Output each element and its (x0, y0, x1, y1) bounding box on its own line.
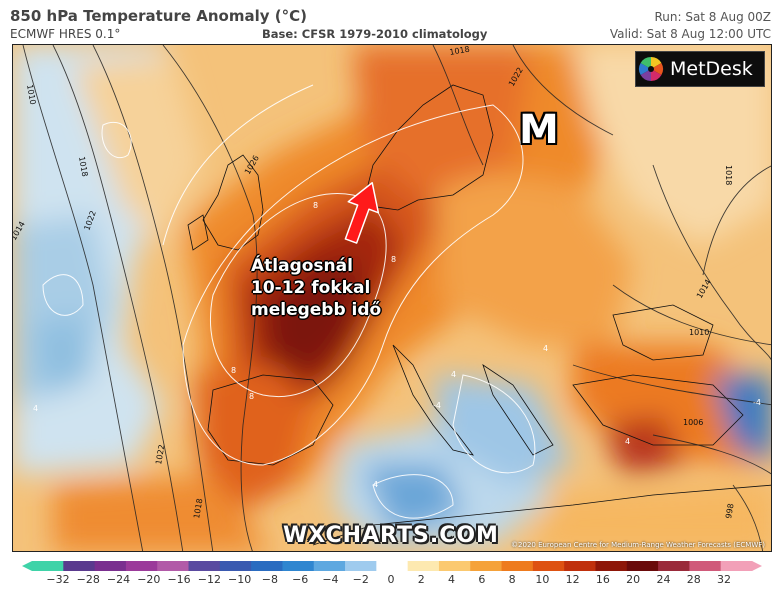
colorbar-segments (22, 561, 762, 571)
map-marker-label: M (519, 107, 559, 153)
model-label: ECMWF HRES 0.1° (10, 27, 121, 41)
colorbar-tick-label: −2 (352, 573, 369, 586)
colorbar-segment (282, 561, 315, 571)
colorbar-tick-label: −10 (228, 573, 252, 586)
watermark: WXCHARTS.COM (283, 523, 499, 548)
colorbar-right-arrow (752, 561, 762, 571)
run-time-label: Run: Sat 8 Aug 00Z (654, 10, 771, 24)
colorbar-segment (125, 561, 158, 571)
colorbar-segment (438, 561, 471, 571)
map-canvas: 1010 1018 1014 1022 1026 1018 1022 1018 … (13, 45, 771, 551)
colorbar-tick-label: −4 (322, 573, 339, 586)
annotation-line: Átlagosnál (251, 256, 353, 276)
colorbar-left-arrow (22, 561, 32, 571)
colorbar-segment (94, 561, 127, 571)
colorbar-tick-label: 28 (686, 573, 701, 586)
anomaly-label: 8 (231, 366, 236, 375)
anomaly-label: 8 (249, 392, 254, 401)
colorbar-segment (63, 561, 96, 571)
colorbar-tick-label: 12 (565, 573, 580, 586)
isobar-label: 1010 (689, 328, 709, 337)
annotation-text: Átlagosnál 10-12 fokkal melegebb idő (251, 255, 381, 321)
anomaly-shading (13, 45, 771, 551)
colorbar-segment (532, 561, 565, 571)
colorbar-segment (32, 561, 64, 571)
colorbar-segment (626, 561, 659, 571)
colorbar-tick-label: −16 (167, 573, 191, 586)
anomaly-label: 8 (313, 201, 318, 210)
colorbar-segment (470, 561, 503, 571)
valid-time-label: Valid: Sat 8 Aug 12:00 UTC (609, 27, 771, 41)
colorbar-segment (345, 561, 377, 571)
colorbar-segment (564, 561, 596, 571)
colorbar-segment (157, 561, 190, 571)
anomaly-label: 4 (33, 404, 38, 413)
metdesk-logo-icon (638, 56, 664, 81)
colorbar-segment (251, 561, 283, 571)
colorbar-tick-label: 2 (417, 573, 425, 586)
colorbar-segment (407, 561, 440, 571)
colorbar-tick-label: −12 (197, 573, 221, 586)
colorbar (22, 561, 762, 571)
anomaly-label-layer: 8 8 8 4 4 4 4 8 4 -4 -4 (33, 201, 761, 489)
colorbar-tick-label: 16 (595, 573, 610, 586)
anomaly-label: 4 (625, 437, 630, 446)
colorbar-ticks: −32 −28 −24 −20 −16 −12 −10 −8 −6 −4 −2 0 2 4 6 8 10 12 16… (0, 573, 783, 589)
anomaly-label: 4 (451, 370, 456, 379)
isobar-label: 1010 (25, 84, 37, 106)
metdesk-logo: MetDesk (635, 51, 765, 87)
colorbar-tick-label: 8 (508, 573, 516, 586)
colorbar-segment (501, 561, 534, 571)
chart-title: 850 hPa Temperature Anomaly (°C) (10, 7, 307, 25)
anomaly-label: 8 (391, 255, 396, 264)
colorbar-tick-label: −20 (137, 573, 161, 586)
colorbar-tick-label: 0 (387, 573, 395, 586)
annotation-line: melegebb idő (251, 300, 382, 320)
isobar-label: 1018 (192, 498, 204, 520)
colorbar-segment (188, 561, 221, 571)
red-arrow-icon (344, 181, 380, 244)
colorbar-tick-label: 4 (448, 573, 456, 586)
metdesk-logo-text: MetDesk (670, 58, 753, 80)
isobar-label: 1006 (683, 418, 703, 427)
colorbar-tick-label: −32 (46, 573, 70, 586)
base-climatology-label: Base: CFSR 1979-2010 climatology (262, 27, 488, 41)
colorbar-tick-label: 20 (626, 573, 641, 586)
colorbar-segment (689, 561, 722, 571)
isobars (22, 45, 771, 551)
colorbar-segment (219, 561, 252, 571)
coastlines (187, 84, 771, 546)
isobar-label: 1018 (77, 156, 89, 178)
isobar-label: 1018 (449, 45, 471, 57)
isobar-label: 1018 (724, 165, 733, 185)
anomaly-label: -4 (433, 401, 441, 410)
anomaly-label: -4 (753, 398, 761, 407)
anomaly-label: 4 (543, 344, 548, 353)
colorbar-tick-label: 10 (535, 573, 550, 586)
colorbar-tick-label: −28 (76, 573, 100, 586)
colorbar-segment (720, 561, 753, 571)
anomaly-map[interactable]: 1010 1018 1014 1022 1026 1018 1022 1018 … (12, 44, 772, 552)
colorbar-segment (595, 561, 628, 571)
colorbar-tick-label: −6 (292, 573, 309, 586)
colorbar-segment (658, 561, 690, 571)
colorbar-tick-label: −8 (261, 573, 279, 586)
colorbar-segment (313, 561, 346, 571)
copyright-note: ©2020 European Centre for Medium-Range W… (511, 541, 765, 549)
colorbar-tick-label: 24 (656, 573, 671, 586)
colorbar-tick-label: 6 (478, 573, 486, 586)
anomaly-label: 4 (373, 480, 378, 489)
colorbar-segment (376, 561, 409, 571)
anomaly-contours (42, 84, 536, 519)
colorbar-tick-label: −24 (106, 573, 131, 586)
annotation-line: 10-12 fokkal (251, 278, 371, 298)
isobar-label: 998 (724, 503, 736, 520)
colorbar-tick-label: 32 (717, 573, 731, 586)
isobar-label: 1022 (154, 444, 166, 466)
